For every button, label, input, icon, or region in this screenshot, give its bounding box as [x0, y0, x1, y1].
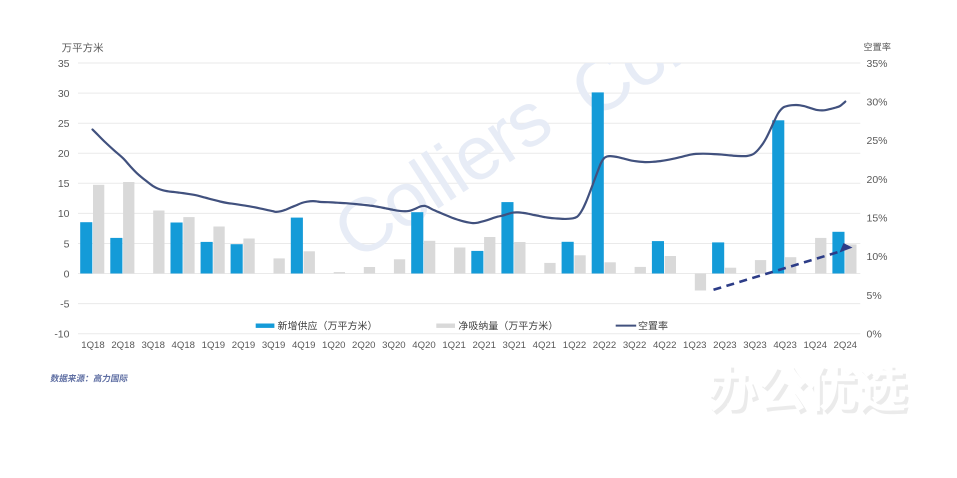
svg-text:4Q19: 4Q19: [292, 340, 315, 351]
svg-text:25%: 25%: [867, 135, 888, 147]
svg-text:3Q23: 3Q23: [743, 340, 766, 351]
svg-text:1Q21: 1Q21: [442, 340, 465, 351]
svg-text:2Q22: 2Q22: [593, 340, 616, 351]
svg-text:20: 20: [58, 148, 70, 160]
svg-text:1Q22: 1Q22: [563, 340, 586, 351]
svg-text:5: 5: [64, 238, 70, 250]
svg-text:1Q18: 1Q18: [81, 340, 104, 351]
svg-text:0%: 0%: [867, 329, 882, 341]
svg-text:2Q21: 2Q21: [472, 340, 495, 351]
svg-text:-10: -10: [54, 329, 69, 341]
svg-text:0: 0: [64, 268, 70, 280]
svg-text:3Q19: 3Q19: [262, 340, 285, 351]
svg-text:1Q23: 1Q23: [683, 340, 706, 351]
svg-text:20%: 20%: [867, 174, 888, 186]
svg-text:4Q18: 4Q18: [172, 340, 195, 351]
svg-text:3Q22: 3Q22: [623, 340, 646, 351]
svg-text:15: 15: [58, 178, 70, 190]
svg-text:3Q20: 3Q20: [382, 340, 405, 351]
svg-text:4Q21: 4Q21: [533, 340, 556, 351]
svg-text:10%: 10%: [867, 251, 888, 263]
svg-text:30%: 30%: [867, 97, 888, 109]
svg-text:35%: 35%: [867, 58, 888, 70]
svg-text:1Q19: 1Q19: [202, 340, 225, 351]
svg-text:3Q21: 3Q21: [503, 340, 526, 351]
svg-text:1Q20: 1Q20: [322, 340, 345, 351]
svg-text:2Q20: 2Q20: [352, 340, 375, 351]
svg-text:2Q23: 2Q23: [713, 340, 736, 351]
svg-text:5%: 5%: [867, 290, 882, 302]
svg-text:4Q22: 4Q22: [653, 340, 676, 351]
svg-text:3Q18: 3Q18: [141, 340, 164, 351]
svg-text:2Q18: 2Q18: [111, 340, 134, 351]
svg-text:30: 30: [58, 88, 70, 100]
svg-text:15%: 15%: [867, 213, 888, 225]
svg-text:2Q24: 2Q24: [834, 340, 858, 351]
svg-text:4Q23: 4Q23: [773, 340, 796, 351]
svg-text:-5: -5: [60, 298, 69, 310]
svg-text:2Q19: 2Q19: [232, 340, 255, 351]
svg-text:10: 10: [58, 208, 70, 220]
svg-text:25: 25: [58, 118, 70, 130]
svg-text:35: 35: [58, 58, 70, 70]
svg-text:1Q24: 1Q24: [803, 340, 827, 351]
svg-text:4Q20: 4Q20: [412, 340, 435, 351]
